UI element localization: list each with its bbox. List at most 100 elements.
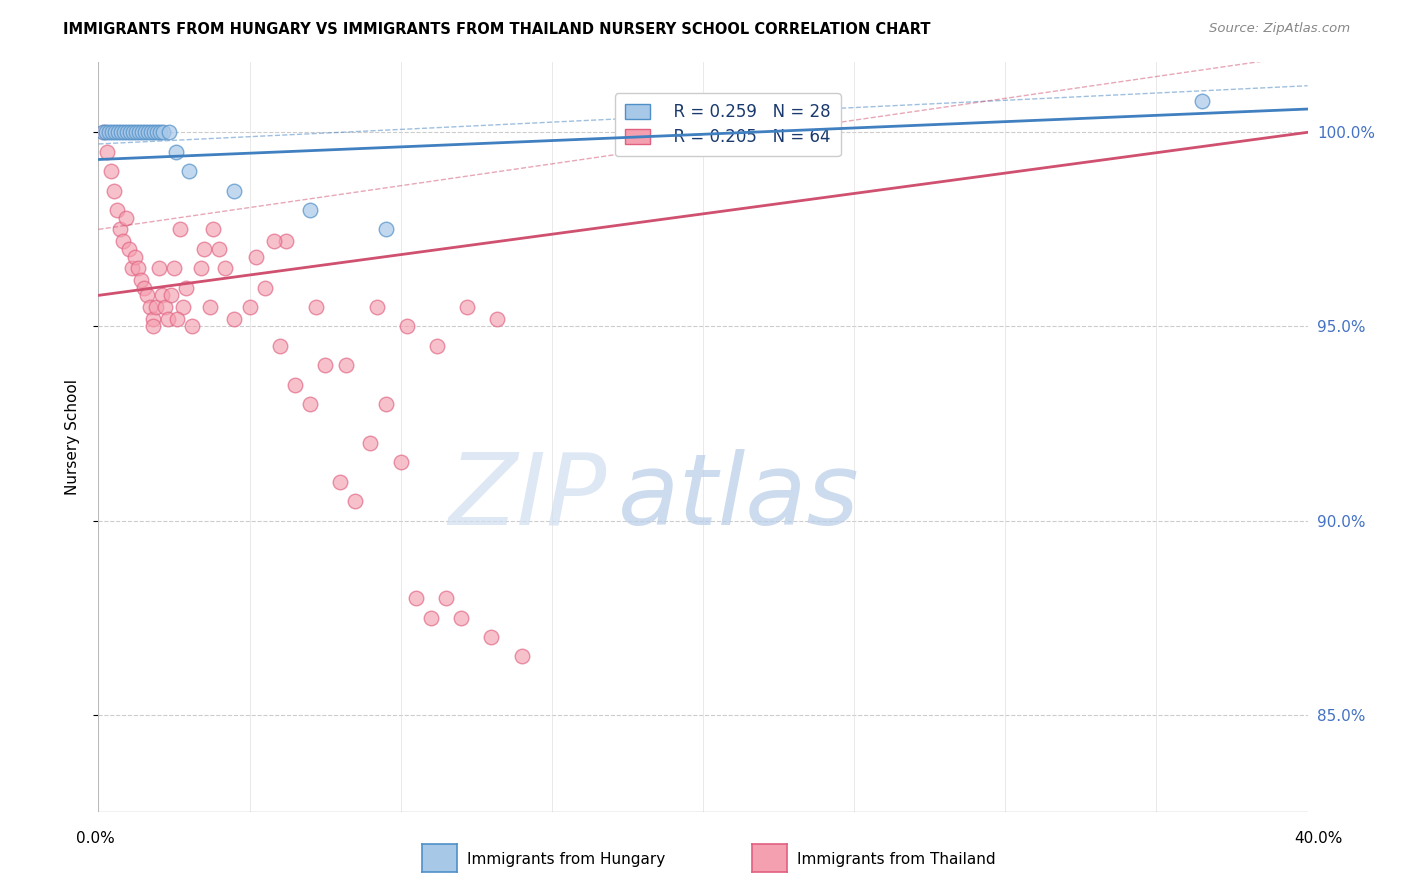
Point (172, 300, 194, 314)
Point (91, 125, 114, 139)
Point (145, 300, 167, 314)
Point (263, 234, 285, 248)
Point (100, 164, 122, 178)
Point (284, 377, 307, 392)
Point (127, 261, 149, 276)
Point (405, 591, 427, 606)
Point (200, 300, 222, 314)
Text: atlas: atlas (619, 449, 860, 546)
Point (169, 222, 191, 236)
Point (156, 311, 179, 326)
Point (434, 591, 457, 606)
Point (335, 358, 357, 372)
Text: Immigrants from Hungary: Immigrants from Hungary (467, 853, 665, 867)
Point (166, 311, 188, 326)
Point (139, 300, 162, 314)
Point (165, 145, 187, 159)
Point (481, 630, 503, 644)
Text: ZIP: ZIP (449, 449, 606, 546)
Point (395, 319, 418, 334)
Point (305, 300, 328, 314)
Point (299, 202, 322, 217)
Point (159, 125, 181, 139)
Point (389, 455, 412, 469)
Point (96, 145, 118, 159)
Point (274, 234, 297, 248)
Point (101, 125, 124, 139)
Point (108, 222, 131, 236)
Point (486, 311, 509, 326)
Point (134, 125, 156, 139)
Point (122, 125, 145, 139)
Point (104, 125, 127, 139)
Point (152, 125, 174, 139)
Point (214, 261, 236, 276)
Point (114, 211, 136, 225)
Point (420, 610, 443, 624)
Point (132, 280, 155, 294)
Point (110, 125, 132, 139)
Text: Source: ZipAtlas.com: Source: ZipAtlas.com (1209, 22, 1350, 36)
Text: IMMIGRANTS FROM HUNGARY VS IMMIGRANTS FROM THAILAND NURSERY SCHOOL CORRELATION C: IMMIGRANTS FROM HUNGARY VS IMMIGRANTS FR… (63, 22, 931, 37)
Point (148, 261, 170, 276)
Point (174, 280, 197, 294)
Point (314, 358, 336, 372)
Point (456, 300, 478, 314)
Point (103, 184, 125, 198)
Point (98, 125, 121, 139)
Point (1191, 95, 1213, 109)
Point (115, 125, 138, 139)
Point (253, 280, 276, 294)
Point (142, 311, 165, 326)
Point (160, 288, 183, 302)
Point (128, 125, 150, 139)
Point (374, 397, 396, 411)
Point (179, 164, 201, 178)
Text: Immigrants from Thailand: Immigrants from Thailand (797, 853, 995, 867)
Point (426, 339, 449, 353)
Point (150, 288, 173, 302)
Point (193, 242, 215, 256)
Point (224, 311, 246, 326)
Point (366, 300, 388, 314)
Point (124, 250, 146, 264)
Point (129, 273, 152, 287)
Point (111, 234, 134, 248)
Text: 40.0%: 40.0% (1295, 831, 1343, 846)
Point (143, 125, 166, 139)
Point (329, 475, 352, 489)
Point (374, 222, 396, 236)
Point (269, 339, 291, 353)
Y-axis label: Nursery School: Nursery School (65, 379, 80, 495)
Point (125, 125, 148, 139)
Point (344, 494, 367, 508)
Point (135, 288, 157, 302)
Point (105, 202, 128, 217)
Point (224, 184, 246, 198)
Point (163, 261, 186, 276)
Point (153, 300, 176, 314)
Point (93, 125, 115, 139)
Point (118, 242, 141, 256)
Point (121, 261, 143, 276)
Point (208, 242, 231, 256)
Legend:   R = 0.259   N = 28,   R = 0.205   N = 64: R = 0.259 N = 28, R = 0.205 N = 64 (614, 94, 841, 156)
Point (510, 649, 533, 664)
Point (239, 300, 262, 314)
Point (142, 319, 165, 334)
Point (149, 125, 172, 139)
Text: 0.0%: 0.0% (76, 831, 115, 846)
Point (131, 125, 153, 139)
Point (94, 125, 117, 139)
Point (450, 610, 472, 624)
Point (190, 261, 212, 276)
Point (202, 222, 225, 236)
Point (141, 125, 163, 139)
Point (245, 250, 267, 264)
Point (146, 125, 169, 139)
Point (107, 125, 129, 139)
Point (299, 397, 322, 411)
Point (181, 319, 204, 334)
Point (112, 125, 135, 139)
Point (360, 436, 382, 450)
